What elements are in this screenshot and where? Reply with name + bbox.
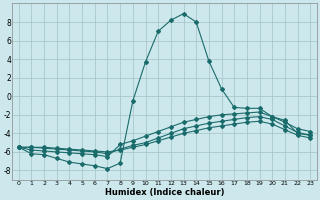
X-axis label: Humidex (Indice chaleur): Humidex (Indice chaleur) (105, 188, 224, 197)
